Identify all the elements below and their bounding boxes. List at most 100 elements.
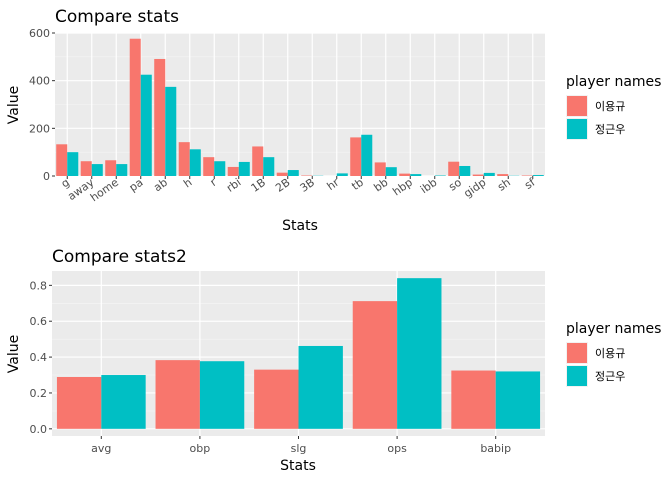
x-tick-label: obp bbox=[190, 442, 211, 455]
bar-rbi-series-0 bbox=[227, 166, 239, 176]
y-tick-labels: 0.0 0.2 0.4 0.6 0.8 bbox=[30, 279, 52, 436]
x-tick-label: 1B bbox=[249, 176, 268, 195]
x-tick-label: sh bbox=[495, 176, 513, 194]
bar-r-series-0 bbox=[203, 157, 215, 176]
bar-ops-series-0 bbox=[352, 301, 398, 429]
legend-label: 이용규 bbox=[595, 100, 625, 113]
bar-hr-series-1 bbox=[336, 173, 348, 176]
bar-ops-series-1 bbox=[397, 278, 442, 429]
y-axis-title: Value bbox=[6, 335, 22, 373]
x-tick-label: gidp bbox=[461, 176, 488, 200]
x-tick-label: sf bbox=[522, 175, 538, 192]
bar-h-series-1 bbox=[189, 149, 201, 176]
bar-obp-series-0 bbox=[155, 360, 200, 429]
x-tick-label: home bbox=[88, 176, 121, 205]
bar-away-series-1 bbox=[91, 164, 103, 176]
bar-avg-series-1 bbox=[101, 375, 146, 429]
x-tick-label: ops bbox=[387, 442, 407, 455]
chart-title: Compare stats bbox=[55, 7, 179, 27]
bar-so-series-1 bbox=[459, 165, 471, 176]
bar-babip-series-1 bbox=[495, 371, 541, 429]
bar-sh-series-0 bbox=[497, 174, 509, 176]
x-tick-label: h bbox=[181, 176, 194, 191]
bar-r-series-1 bbox=[214, 161, 226, 176]
x-tick-labels: avg obp slg ops babip bbox=[91, 436, 511, 455]
y-axis-title: Value bbox=[6, 86, 22, 124]
bar-slg-series-1 bbox=[298, 345, 343, 429]
bar-tb-series-1 bbox=[361, 134, 373, 176]
y-tick-label: 0.6 bbox=[30, 315, 48, 328]
legend-key bbox=[567, 96, 587, 116]
legend-label: 정근우 bbox=[595, 123, 625, 136]
x-tick-label: babip bbox=[480, 442, 511, 455]
bar-hbp-series-0 bbox=[399, 173, 411, 176]
x-tick-label: rbi bbox=[224, 176, 243, 195]
bar-away-series-0 bbox=[80, 161, 92, 176]
bar-pa-series-1 bbox=[140, 74, 152, 176]
bar-sf-series-1 bbox=[532, 175, 544, 176]
y-tick-label: 0.8 bbox=[30, 279, 48, 292]
legend-key bbox=[567, 119, 587, 139]
y-tick-label: 400 bbox=[29, 75, 50, 88]
legend-key bbox=[567, 366, 587, 386]
x-tick-label: ab bbox=[151, 176, 170, 195]
y-tick-label: 0.4 bbox=[30, 351, 48, 364]
y-tick-label: 0.0 bbox=[30, 423, 48, 436]
x-axis-title: Stats bbox=[282, 218, 318, 234]
bar-1B-series-1 bbox=[263, 157, 275, 176]
bar-2B-series-1 bbox=[287, 170, 299, 176]
x-tick-label: hbp bbox=[390, 176, 415, 199]
y-tick-label: 0 bbox=[43, 170, 50, 183]
bar-rbi-series-1 bbox=[238, 161, 250, 176]
legend-title: player names bbox=[566, 74, 661, 90]
x-tick-label: 2B bbox=[273, 176, 292, 195]
bar-slg-series-0 bbox=[254, 369, 299, 429]
bars bbox=[56, 278, 541, 429]
bar-hbp-series-1 bbox=[410, 174, 422, 176]
bar-bb-series-0 bbox=[374, 162, 386, 176]
x-axis-title: Stats bbox=[280, 458, 316, 474]
legend-label: 이용규 bbox=[595, 347, 625, 360]
bar-g-series-1 bbox=[67, 152, 79, 176]
bar-pa-series-0 bbox=[129, 38, 141, 176]
x-tick-label: r bbox=[208, 176, 220, 190]
x-tick-label: hr bbox=[325, 176, 342, 194]
bars bbox=[56, 38, 544, 176]
bar-2B-series-0 bbox=[276, 172, 288, 176]
bar-obp-series-1 bbox=[199, 361, 245, 429]
bar-ab-series-1 bbox=[165, 86, 177, 176]
bar-gidp-series-0 bbox=[472, 174, 484, 176]
legend-title: player names bbox=[566, 321, 661, 337]
x-tick-label: 3B bbox=[298, 176, 317, 195]
bar-home-series-0 bbox=[105, 160, 117, 176]
chart-title: Compare stats2 bbox=[52, 247, 187, 267]
bar-ab-series-0 bbox=[154, 58, 166, 176]
bar-avg-series-0 bbox=[56, 376, 102, 429]
bar-tb-series-0 bbox=[350, 137, 362, 176]
chart-compare-stats2: Compare stats2 0.0 0.2 0.4 0.6 0.8 avg obp slg… bbox=[6, 247, 661, 474]
x-tick-label: bb bbox=[372, 176, 391, 195]
x-tick-label: ibb bbox=[418, 176, 439, 196]
bar-home-series-1 bbox=[116, 164, 128, 176]
x-tick-label: pa bbox=[127, 176, 146, 195]
x-tick-label: tb bbox=[349, 176, 366, 193]
legend-key bbox=[567, 343, 587, 363]
y-tick-label: 600 bbox=[29, 27, 50, 40]
bar-g-series-0 bbox=[56, 144, 68, 176]
bar-bb-series-1 bbox=[385, 167, 397, 176]
bar-1B-series-0 bbox=[252, 146, 264, 176]
y-tick-label: 0.2 bbox=[30, 387, 48, 400]
legend-label: 정근우 bbox=[595, 370, 625, 383]
bar-h-series-0 bbox=[178, 142, 190, 176]
y-tick-label: 200 bbox=[29, 122, 50, 135]
bar-so-series-0 bbox=[448, 161, 460, 176]
bar-babip-series-0 bbox=[451, 370, 496, 429]
x-tick-label: slg bbox=[291, 442, 307, 455]
bar-gidp-series-1 bbox=[483, 172, 495, 176]
x-tick-label: avg bbox=[91, 442, 111, 455]
